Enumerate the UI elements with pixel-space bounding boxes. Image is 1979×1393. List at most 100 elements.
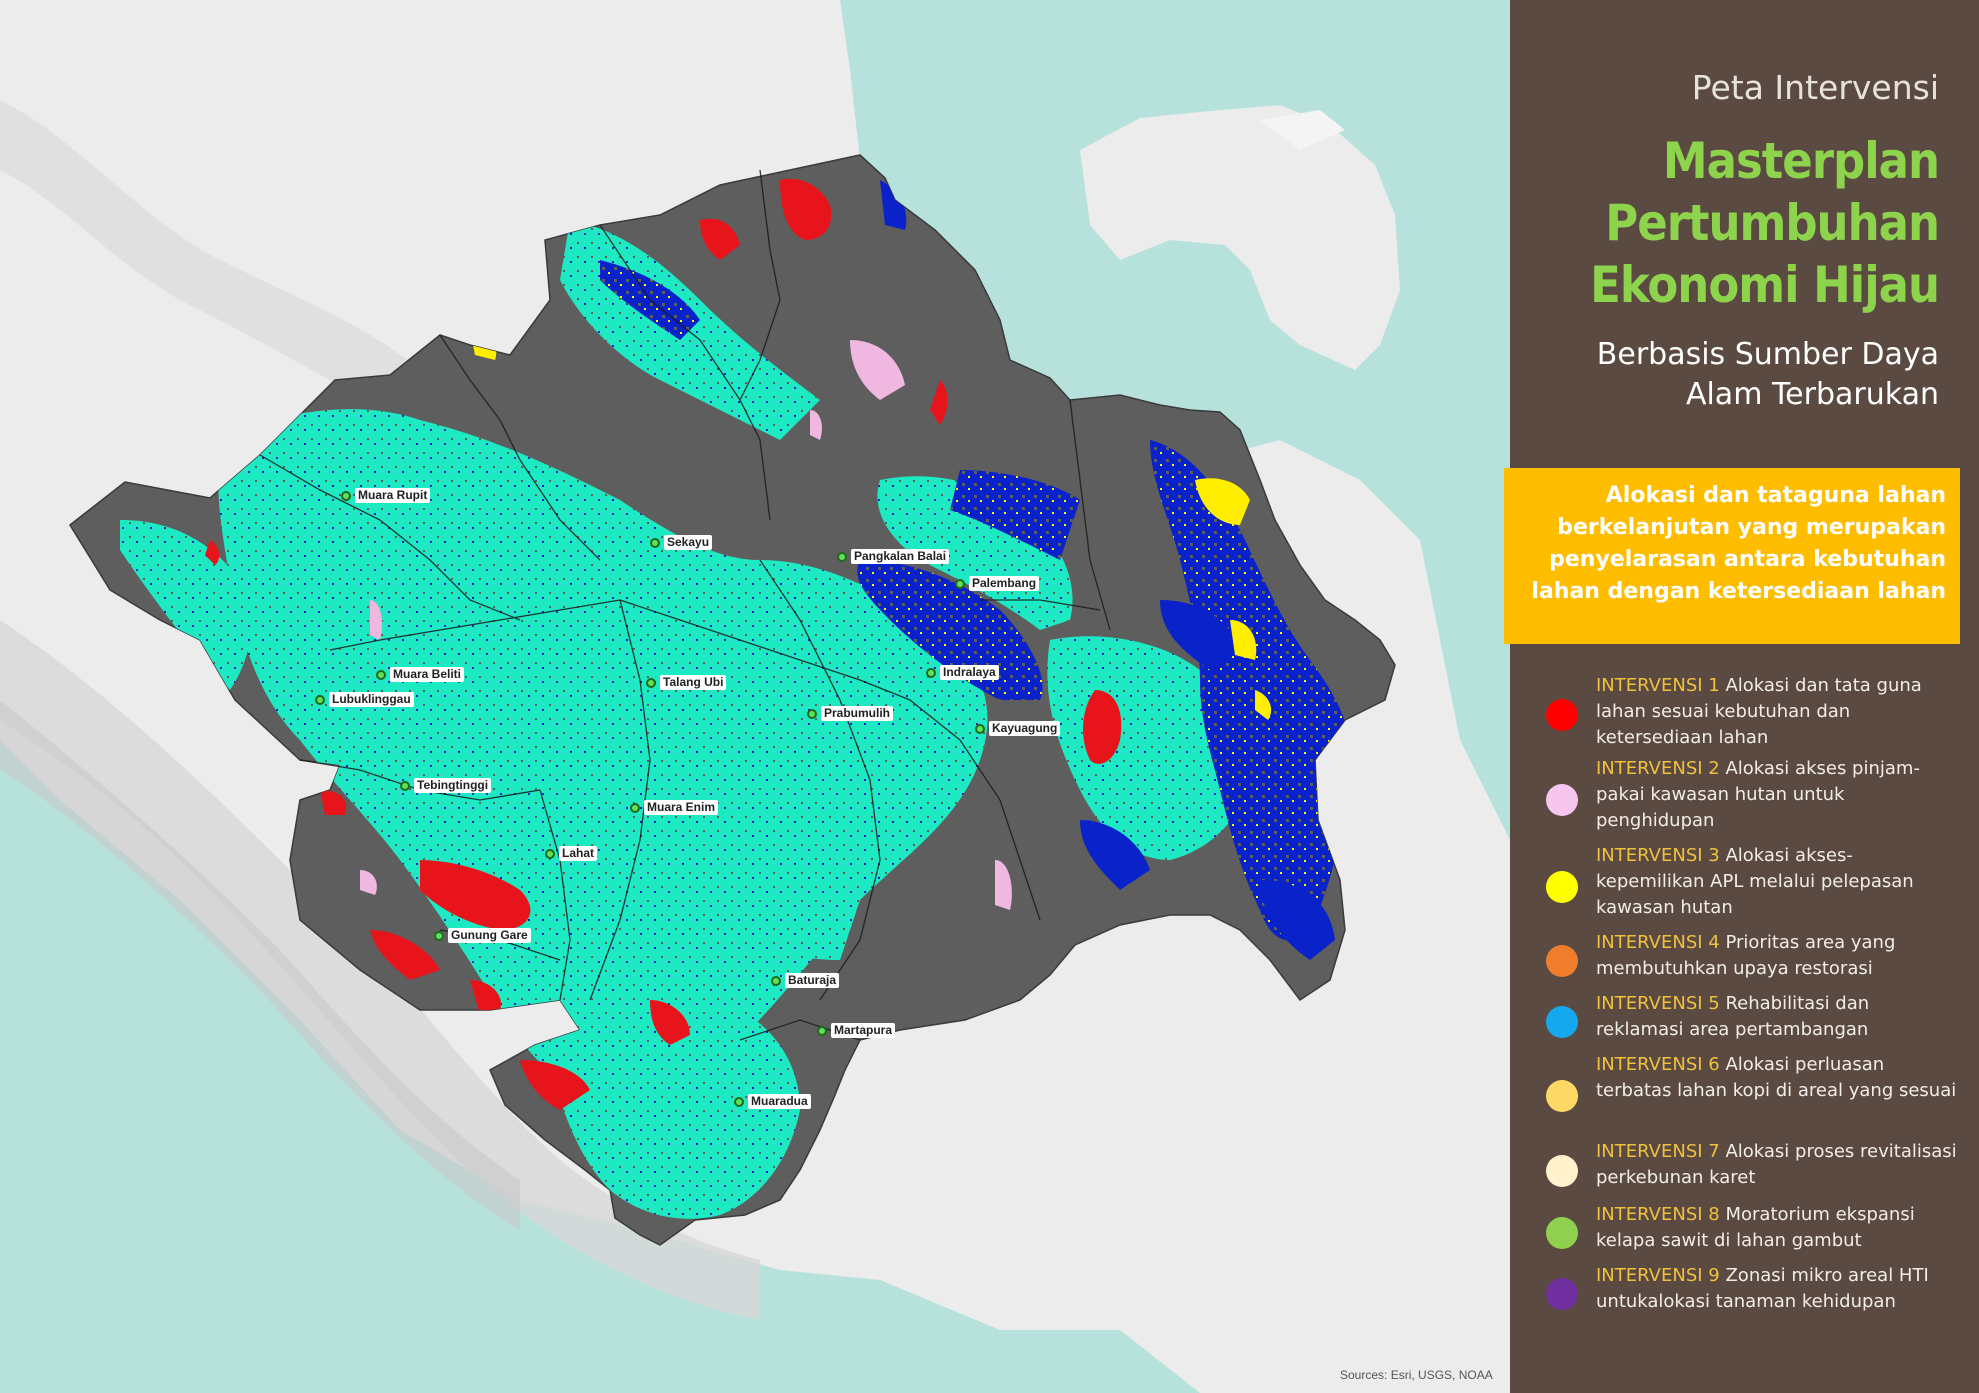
city-label: Gunung Gare [448, 928, 531, 943]
tagline-line: Berbasis Sumber Daya [1596, 337, 1939, 372]
city-marker[interactable]: Muara Enim [630, 800, 719, 815]
panel-subtitle: Peta Intervensi [1691, 68, 1939, 107]
legend-text: Rehabilitasi dan reklamasi area pertamba… [1596, 993, 1870, 1040]
city-label: Muara Rupit [355, 488, 431, 503]
map-view[interactable]: Muara Rupit Sekayu Pangkalan Balai Palem… [0, 0, 1510, 1393]
red-landuse [780, 178, 832, 240]
legend-item: INTERVENSI 1 Alokasi dan tata guna lahan… [1540, 673, 1960, 756]
legend-swatch [1546, 1154, 1578, 1187]
legend-item: INTERVENSI 3 Alokasi akses-kepemilikan A… [1540, 843, 1960, 930]
side-panel: Peta Intervensi Masterplan Pertumbuhan E… [1510, 0, 1979, 1393]
city-marker[interactable]: Gunung Gare [434, 928, 531, 943]
legend-item: INTERVENSI 8 Moratorium ekspansi kelapa … [1540, 1202, 1960, 1263]
city-label: Pangkalan Balai [851, 549, 950, 564]
city-label: Baturaja [785, 973, 840, 988]
city-marker[interactable]: Kayuagung [975, 721, 1061, 736]
city-marker[interactable]: Pangkalan Balai [837, 549, 950, 564]
city-dot [771, 975, 781, 986]
title-line: Masterplan [1662, 132, 1940, 190]
tagline-line: Alam Terbarukan [1685, 377, 1939, 412]
city-label: Martapura [831, 1023, 896, 1038]
legend-text: Alokasi dan tata guna lahan sesuai kebut… [1596, 675, 1922, 748]
legend-text: Zonasi mikro areal HTI untukalokasi tana… [1596, 1265, 1929, 1312]
legend-heading: INTERVENSI 5 [1596, 993, 1720, 1014]
city-marker[interactable]: Palembang [955, 576, 1040, 591]
district-boundaries [259, 169, 1111, 1041]
city-marker[interactable]: Muaradua [734, 1094, 811, 1109]
legend-item: INTERVENSI 5 Rehabilitasi dan reklamasi … [1540, 991, 1960, 1052]
city-dot [545, 848, 555, 859]
city-label: Lahat [559, 846, 598, 861]
callout-line: berkelanjutan yang merupakan [1557, 515, 1946, 540]
title-line: Pertumbuhan [1605, 194, 1940, 252]
city-marker[interactable]: Talang Ubi [646, 675, 727, 690]
city-marker[interactable]: Prabumulih [807, 706, 894, 721]
legend-swatch [1546, 1277, 1578, 1310]
legend-item: INTERVENSI 6 Alokasi perluasan terbatas … [1540, 1052, 1960, 1139]
panel-tagline: Berbasis Sumber Daya Alam Terbarukan [1597, 335, 1939, 415]
city-label: Palembang [969, 576, 1040, 591]
title-line: Ekonomi Hijau [1590, 256, 1940, 314]
legend-text: Alokasi akses pinjam-pakai kawasan hutan… [1596, 758, 1920, 831]
legend-swatch [1546, 1079, 1578, 1112]
city-dot [650, 537, 660, 548]
city-dot [734, 1096, 744, 1107]
city-marker[interactable]: Baturaja [771, 973, 840, 988]
city-marker[interactable]: Muara Rupit [341, 488, 431, 503]
city-dot [975, 723, 985, 734]
callout-line: Alokasi dan tataguna lahan [1605, 483, 1946, 508]
city-dot [955, 578, 965, 589]
city-label: Muara Enim [644, 800, 719, 815]
legend: INTERVENSI 1 Alokasi dan tata guna lahan… [1540, 673, 1960, 1324]
legend-heading: INTERVENSI 8 [1596, 1204, 1720, 1225]
legend-text: Moratorium ekspansi kelapa sawit di laha… [1596, 1204, 1915, 1251]
callout-box: Alokasi dan tataguna lahan berkelanjutan… [1504, 468, 1960, 644]
city-marker[interactable]: Lubuklinggau [315, 692, 414, 707]
legend-swatch [1546, 944, 1578, 977]
province-south-sumatra [69, 154, 1396, 1246]
city-label: Kayuagung [989, 721, 1061, 736]
city-marker[interactable]: Indralaya [926, 665, 999, 680]
legend-heading: INTERVENSI 3 [1596, 845, 1720, 866]
city-label: Muaradua [748, 1094, 811, 1109]
city-marker[interactable]: Sekayu [650, 535, 713, 550]
city-label: Indralaya [940, 665, 999, 680]
legend-item: INTERVENSI 2 Alokasi akses pinjam-pakai … [1540, 756, 1960, 843]
city-label: Tebingtinggi [414, 778, 492, 793]
legend-heading: INTERVENSI 7 [1596, 1141, 1720, 1162]
bangka-island [1080, 105, 1400, 370]
city-label: Muara Beliti [390, 667, 465, 682]
city-dot [341, 490, 351, 501]
city-label: Sekayu [664, 535, 713, 550]
pink-landuse [850, 340, 905, 400]
yellow-landuse [1195, 478, 1250, 525]
city-label: Lubuklinggau [329, 692, 414, 707]
city-marker[interactable]: Tebingtinggi [400, 778, 492, 793]
city-marker[interactable]: Martapura [817, 1023, 896, 1038]
panel-title: Masterplan Pertumbuhan Ekonomi Hijau [1590, 130, 1940, 316]
legend-text: Alokasi proses revitalisasi perkebunan k… [1596, 1141, 1957, 1188]
legend-text: Alokasi akses-kepemilikan APL melalui pe… [1596, 845, 1914, 918]
map-attribution: Sources: Esri, USGS, NOAA [1340, 1368, 1493, 1382]
city-dot [400, 780, 410, 791]
city-dot [434, 930, 444, 941]
legend-item: INTERVENSI 4 Prioritas area yang membutu… [1540, 930, 1960, 991]
city-marker[interactable]: Muara Beliti [376, 667, 465, 682]
city-dot [807, 708, 817, 719]
cyan-landuse-south [550, 993, 800, 1219]
city-label: Prabumulih [821, 706, 894, 721]
legend-swatch [1546, 1216, 1578, 1249]
legend-swatch [1546, 698, 1578, 731]
city-marker[interactable]: Lahat [545, 846, 598, 861]
city-dot [630, 802, 640, 813]
city-dot [817, 1025, 827, 1036]
legend-swatch [1546, 870, 1578, 903]
legend-swatch [1546, 783, 1578, 816]
legend-heading: INTERVENSI 1 [1596, 675, 1720, 696]
city-dot [926, 667, 936, 678]
legend-heading: INTERVENSI 4 [1596, 932, 1720, 953]
city-label: Talang Ubi [660, 675, 727, 690]
legend-heading: INTERVENSI 9 [1596, 1265, 1720, 1286]
city-dot [646, 677, 656, 688]
city-dot [837, 551, 847, 562]
